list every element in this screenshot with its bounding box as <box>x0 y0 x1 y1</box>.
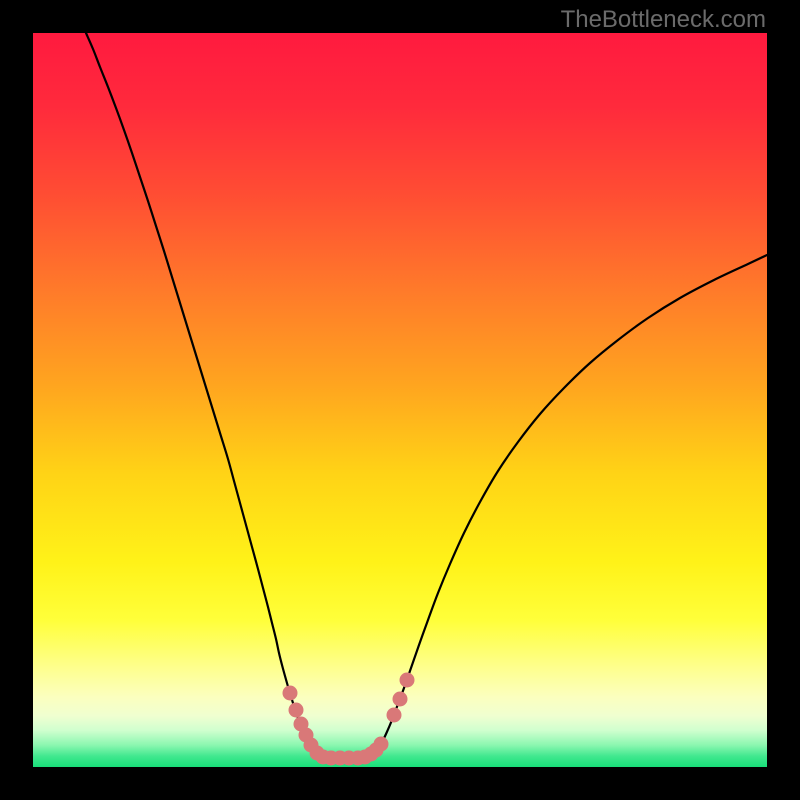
curve-marker <box>369 743 384 758</box>
curve-marker <box>393 692 408 707</box>
watermark-text: TheBottleneck.com <box>561 6 766 34</box>
chart-frame: TheBottleneck.com <box>0 0 800 800</box>
curve-marker <box>387 708 402 723</box>
plot-background <box>33 33 767 767</box>
curve-marker <box>374 737 389 752</box>
curve-marker <box>294 717 309 732</box>
marker-group <box>283 673 415 766</box>
curve-marker <box>310 746 325 761</box>
curve-marker <box>304 738 319 753</box>
curve-marker <box>324 751 339 766</box>
curve-marker <box>333 751 348 766</box>
curve-marker <box>351 751 366 766</box>
curve-marker <box>283 686 298 701</box>
chart-svg <box>0 0 800 800</box>
curve-marker <box>364 747 379 762</box>
curve-marker <box>400 673 415 688</box>
curve-marker <box>342 751 357 766</box>
curve-marker <box>358 750 373 765</box>
curve-marker <box>299 728 314 743</box>
curve-marker <box>289 703 304 718</box>
bottleneck-curve <box>86 33 767 758</box>
curve-marker <box>316 750 331 765</box>
